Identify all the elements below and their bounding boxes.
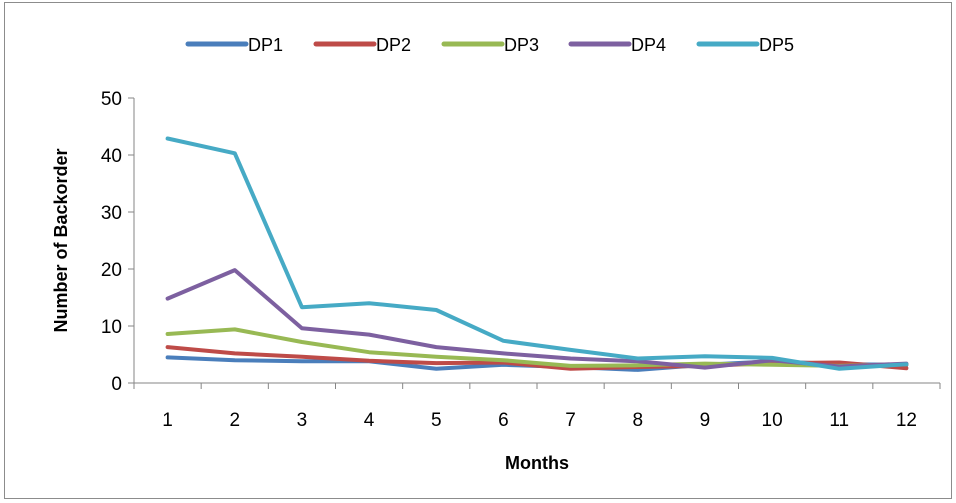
x-tick-label: 7 xyxy=(565,410,576,431)
x-tick-label: 5 xyxy=(431,410,442,431)
y-tick-label: 10 xyxy=(101,317,122,338)
x-tick-label: 6 xyxy=(498,410,509,431)
y-tick-label: 0 xyxy=(111,374,122,395)
legend-label-dp1: DP1 xyxy=(248,35,283,55)
legend-label-dp5: DP5 xyxy=(759,35,794,55)
series-line-dp3 xyxy=(165,327,909,368)
series-line-dp4 xyxy=(165,268,909,370)
x-tick-label: 10 xyxy=(762,410,783,431)
x-tick-label: 3 xyxy=(297,410,308,431)
y-tick-label: 30 xyxy=(101,203,122,224)
legend-label-dp4: DP4 xyxy=(631,35,666,55)
x-tick-label: 8 xyxy=(632,410,643,431)
y-tick-label: 40 xyxy=(101,146,122,167)
x-axis-title: Months xyxy=(505,453,569,473)
series-line-dp5 xyxy=(165,136,909,371)
y-tick-label: 20 xyxy=(101,260,122,281)
y-tick-label: 50 xyxy=(101,89,122,110)
x-tick-label: 1 xyxy=(162,410,173,431)
chart-frame xyxy=(4,2,952,499)
x-tick-label: 12 xyxy=(896,410,917,431)
y-axis-title: Number of Backorder xyxy=(51,148,71,332)
x-tick-label: 4 xyxy=(364,410,375,431)
x-tick-label: 11 xyxy=(829,410,849,431)
x-tick-label: 2 xyxy=(229,410,240,431)
x-tick-label: 9 xyxy=(700,410,711,431)
legend-label-dp2: DP2 xyxy=(376,35,411,55)
legend-label-dp3: DP3 xyxy=(504,35,539,55)
